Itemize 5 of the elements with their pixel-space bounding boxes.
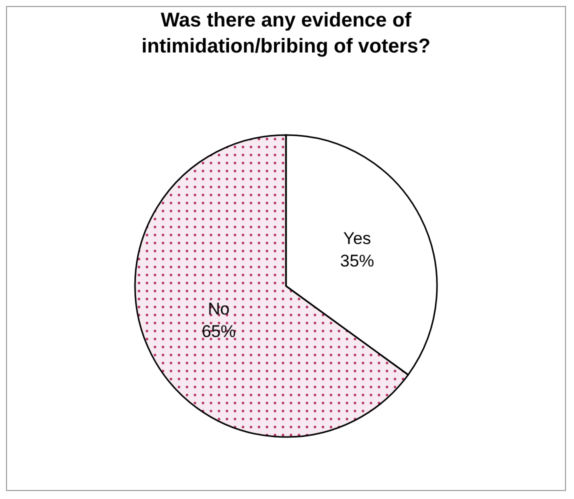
- slice-label: Yes: [343, 229, 372, 248]
- data-label: 35%: [340, 251, 374, 270]
- data-label: 65%: [202, 322, 236, 341]
- chart-title: Was there any evidence of intimidation/bribing of voters?: [142, 9, 430, 58]
- slice-label: No: [208, 300, 230, 319]
